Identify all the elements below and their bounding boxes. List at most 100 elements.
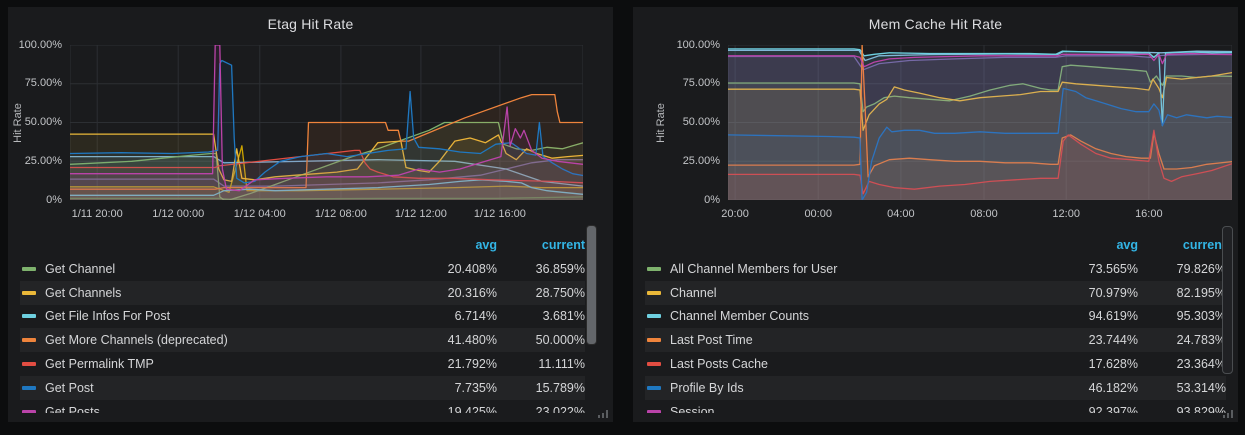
panel-resize-grip[interactable] <box>598 410 608 418</box>
y-tick-label: 50.00% <box>24 116 62 128</box>
y-tick-label: 0% <box>704 193 720 206</box>
legend-series-label[interactable]: Get More Channels (deprecated) <box>20 333 409 347</box>
series-color-swatch-icon[interactable] <box>22 266 36 271</box>
legend-row[interactable]: Last Posts Cache 17.628% 23.364% <box>645 352 1226 376</box>
x-tick-label: 16:00 <box>1135 208 1163 220</box>
series-name: Get More Channels (deprecated) <box>45 333 228 348</box>
series-name: Get File Infos For Post <box>45 309 171 324</box>
legend-row[interactable]: Get Posts 19.425% 23.022% <box>20 400 585 413</box>
series-fill <box>728 88 1232 200</box>
legend-header-current[interactable]: current <box>1182 238 1226 252</box>
legend-series-label[interactable]: Last Posts Cache <box>645 357 1050 371</box>
series-color-swatch-icon[interactable] <box>647 409 661 413</box>
series-color-swatch-icon[interactable] <box>22 290 36 295</box>
panel-title[interactable]: Mem Cache Hit Rate <box>868 16 1003 32</box>
x-tick-label: 20:00 <box>721 208 749 220</box>
legend-row[interactable]: Get Channels 20.316% 28.750% <box>20 280 585 305</box>
legend-row[interactable]: Get Post 7.735% 15.789% <box>20 375 585 400</box>
legend-table: avg current Get Channel 20.408% 36.859% Get… <box>8 233 613 413</box>
series-line-unlabeled <box>70 159 583 187</box>
legend-series-label[interactable]: Session <box>645 405 1050 413</box>
series-color-swatch-icon[interactable] <box>647 314 661 319</box>
series-name: Get Posts <box>45 404 100 413</box>
series-fill <box>70 196 583 200</box>
series-fill <box>728 130 1232 200</box>
series-name: Channel <box>670 285 717 300</box>
legend-row[interactable]: Channel 70.979% 82.195% <box>645 280 1226 305</box>
series-avg-value: 23.744% <box>1088 333 1138 348</box>
series-current-value: 93.829% <box>1176 404 1226 413</box>
series-current-value: 3.681% <box>542 309 585 324</box>
legend-series-label[interactable]: Channel Member Counts <box>645 309 1050 323</box>
series-current-value: 23.022% <box>535 404 585 413</box>
legend-series-label[interactable]: Get Post <box>20 381 409 395</box>
series-line <box>70 59 583 184</box>
series-line <box>728 129 1232 195</box>
series-line <box>728 45 1232 178</box>
x-tick-label: 1/12 12:00 <box>394 208 447 220</box>
y-tick-label: 100.00% <box>18 38 62 51</box>
legend-header-avg[interactable]: avg <box>475 238 497 252</box>
y-tick-label: 100.00% <box>676 38 720 51</box>
legend-series-label[interactable]: Last Post Time <box>645 333 1050 347</box>
y-tick-label: 75.00% <box>682 77 720 90</box>
legend-row[interactable]: Get Permalink TMP 21.792% 11.111% <box>20 352 585 376</box>
x-tick-label: 1/12 00:00 <box>152 208 205 220</box>
legend-row[interactable]: Get File Infos For Post 6.714% 3.681% <box>20 305 585 329</box>
panel-etag-hit-rate: Etag Hit Rate Hit Rate avg current Get C… <box>8 7 613 422</box>
legend-row[interactable]: All Channel Members for User 73.565% 79.82… <box>645 257 1226 281</box>
series-avg-value: 20.316% <box>447 285 497 300</box>
series-fill <box>70 159 583 200</box>
series-color-swatch-icon[interactable] <box>647 338 661 343</box>
series-current-value: 95.303% <box>1176 309 1226 324</box>
series-color-swatch-icon[interactable] <box>647 266 661 271</box>
series-line <box>70 121 583 200</box>
legend-scrollbar-thumb[interactable] <box>1222 226 1233 374</box>
panel-resize-grip[interactable] <box>1223 410 1233 418</box>
series-line <box>728 64 1232 113</box>
panel-title[interactable]: Etag Hit Rate <box>267 16 354 32</box>
chart-canvas[interactable] <box>70 45 583 200</box>
y-tick-label: 0% <box>46 193 62 206</box>
x-tick-label: 1/12 04:00 <box>233 208 286 220</box>
legend-series-label[interactable]: Profile By Ids <box>645 381 1050 395</box>
series-avg-value: 41.480% <box>447 333 497 348</box>
legend-series-label[interactable]: Get Channel <box>20 262 409 276</box>
series-name: Session <box>670 404 715 413</box>
legend-series-label[interactable]: Get File Infos For Post <box>20 309 409 323</box>
legend-header-avg[interactable]: avg <box>1116 238 1138 252</box>
series-color-swatch-icon[interactable] <box>647 290 661 295</box>
series-current-value: 79.826% <box>1176 261 1226 276</box>
legend-header-current[interactable]: current <box>541 238 585 252</box>
legend-row[interactable]: Get Channel 20.408% 36.859% <box>20 257 585 281</box>
legend-row[interactable]: Channel Member Counts 94.619% 95.303% <box>645 305 1226 329</box>
legend-scrollbar-thumb[interactable] <box>586 225 597 345</box>
series-fill <box>728 65 1232 200</box>
series-fill <box>70 150 583 200</box>
legend-series-label[interactable]: Get Permalink TMP <box>20 357 409 371</box>
series-color-swatch-icon[interactable] <box>22 314 36 319</box>
legend-row[interactable]: Last Post Time 23.744% 24.783% <box>645 328 1226 353</box>
legend-series-label[interactable]: Channel <box>645 286 1050 300</box>
legend-row[interactable]: Profile By Ids 46.182% 53.314% <box>645 375 1226 400</box>
series-current-value: 28.750% <box>535 285 585 300</box>
chart-canvas[interactable] <box>728 45 1232 200</box>
legend-series-label[interactable]: All Channel Members for User <box>645 262 1050 276</box>
series-fill <box>70 145 583 200</box>
x-tick-label: 1/12 16:00 <box>473 208 526 220</box>
series-color-swatch-icon[interactable] <box>22 409 36 413</box>
series-color-swatch-icon[interactable] <box>22 385 36 390</box>
series-line-unlabeled <box>70 196 583 200</box>
series-color-swatch-icon[interactable] <box>22 338 36 343</box>
series-line <box>728 48 1232 127</box>
legend-rows: Get Channel 20.408% 36.859% Get Channels 20.… <box>20 257 585 413</box>
series-current-value: 53.314% <box>1176 380 1226 395</box>
legend-series-label[interactable]: Get Posts <box>20 405 409 413</box>
series-color-swatch-icon[interactable] <box>647 385 661 390</box>
legend-row[interactable]: Get More Channels (deprecated) 41.480% 50.… <box>20 328 585 353</box>
legend-series-label[interactable]: Get Channels <box>20 286 409 300</box>
series-color-swatch-icon[interactable] <box>22 362 36 367</box>
series-name: Last Posts Cache <box>670 357 768 372</box>
series-color-swatch-icon[interactable] <box>647 362 661 367</box>
legend-row[interactable]: Session 92.397% 93.829% <box>645 400 1226 413</box>
